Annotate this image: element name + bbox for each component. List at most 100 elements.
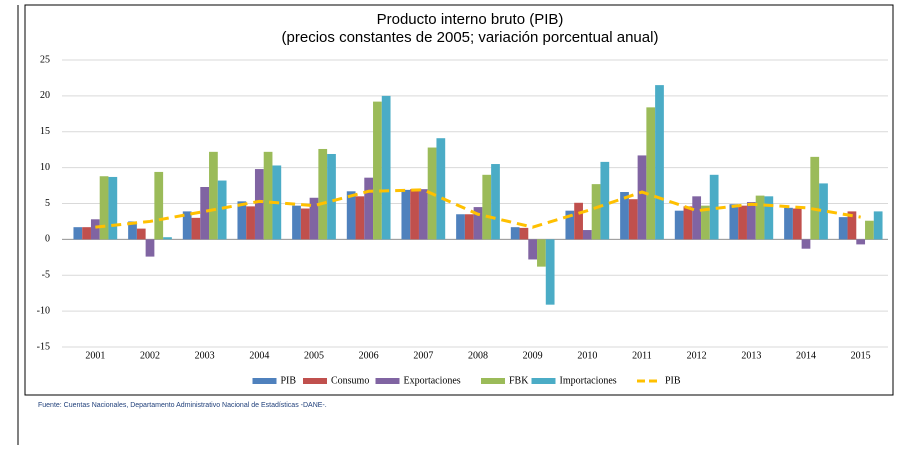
bar (209, 151, 218, 240)
bar (128, 221, 137, 240)
legend-label: Importaciones (560, 375, 617, 386)
bar (73, 227, 83, 240)
line-series (95, 188, 861, 229)
legend-swatch (303, 378, 327, 384)
bar (537, 239, 546, 267)
bar (473, 207, 483, 240)
bar (82, 227, 91, 240)
x-tick-label: 2004 (249, 350, 269, 361)
y-tick-label: 25 (40, 54, 50, 65)
bar (263, 151, 273, 240)
legend-swatch (481, 378, 505, 384)
bar (410, 189, 419, 240)
bar (300, 208, 310, 240)
bar (701, 205, 710, 240)
bar (254, 169, 264, 240)
bar (108, 176, 118, 240)
x-tick-label: 2007 (413, 350, 433, 361)
bar (99, 176, 109, 240)
bar (318, 148, 328, 240)
bar (729, 204, 739, 240)
bar (784, 207, 793, 240)
bar (646, 107, 656, 240)
legend-swatch (375, 378, 400, 384)
bar (90, 219, 100, 240)
bar (364, 177, 374, 240)
bar (810, 156, 820, 240)
x-tick-label: 2009 (523, 350, 543, 361)
bar (655, 85, 664, 240)
bar (801, 239, 811, 249)
x-tick-label: 2005 (304, 350, 324, 361)
y-tick-label: 0 (45, 234, 50, 245)
bar (510, 227, 520, 240)
bar (683, 206, 693, 240)
x-tick-label: 2011 (632, 350, 652, 361)
legend-label: Consumo (331, 375, 369, 386)
y-tick-label: 5 (45, 198, 50, 209)
bar (381, 95, 391, 240)
legend-label: Exportaciones (404, 375, 461, 386)
bar (819, 183, 828, 240)
x-tick-label: 2014 (796, 350, 816, 361)
bar (436, 138, 446, 240)
legend-swatch (252, 378, 277, 384)
bar (838, 217, 848, 240)
y-tick-label: 20 (40, 90, 50, 101)
bar (292, 205, 301, 240)
bar (401, 189, 411, 240)
bar (545, 239, 555, 305)
bar (519, 227, 529, 240)
chart-frame (24, 4, 894, 396)
legend-swatch (531, 378, 556, 384)
y-tick-label: -15 (37, 341, 50, 352)
bar (163, 237, 172, 240)
legend-label: PIB (281, 375, 297, 386)
x-tick-label: 2013 (741, 350, 761, 361)
chart-title: Producto interno bruto (PIB) (377, 11, 564, 28)
x-tick-label: 2006 (359, 350, 379, 361)
x-tick-label: 2008 (468, 350, 488, 361)
bar (418, 189, 428, 240)
bar (746, 202, 756, 240)
legend-label: PIB (665, 375, 681, 386)
legend-label: FBK (509, 375, 529, 386)
bar (620, 192, 629, 240)
bar (355, 196, 365, 240)
bar (200, 186, 210, 240)
bar (582, 230, 592, 240)
bar (565, 210, 575, 240)
bar (145, 239, 155, 257)
bar (309, 197, 319, 240)
bar (217, 180, 227, 240)
bar (637, 155, 647, 240)
bar (847, 211, 857, 240)
bar (528, 239, 538, 260)
bar (327, 153, 336, 240)
x-tick-label: 2015 (851, 350, 871, 361)
bar (792, 208, 802, 240)
bar (574, 202, 583, 240)
bar (692, 196, 702, 240)
bar (191, 217, 201, 240)
bar (482, 174, 492, 240)
x-tick-label: 2001 (85, 350, 105, 361)
bar (182, 211, 192, 240)
bar (237, 201, 247, 240)
bar (865, 220, 874, 240)
y-tick-label: -10 (37, 305, 50, 316)
bar (491, 164, 500, 240)
bar (154, 171, 164, 240)
bar (464, 214, 474, 240)
bar (674, 210, 684, 240)
bar (738, 205, 747, 240)
bar (456, 214, 465, 240)
x-tick-label: 2012 (687, 350, 707, 361)
bar (373, 101, 382, 240)
x-tick-label: 2003 (195, 350, 215, 361)
bar (873, 211, 883, 240)
bar (136, 228, 146, 240)
source: Fuente: Cuentas Nacionales, Departamento… (38, 402, 327, 409)
y-tick-label: 10 (40, 162, 50, 173)
